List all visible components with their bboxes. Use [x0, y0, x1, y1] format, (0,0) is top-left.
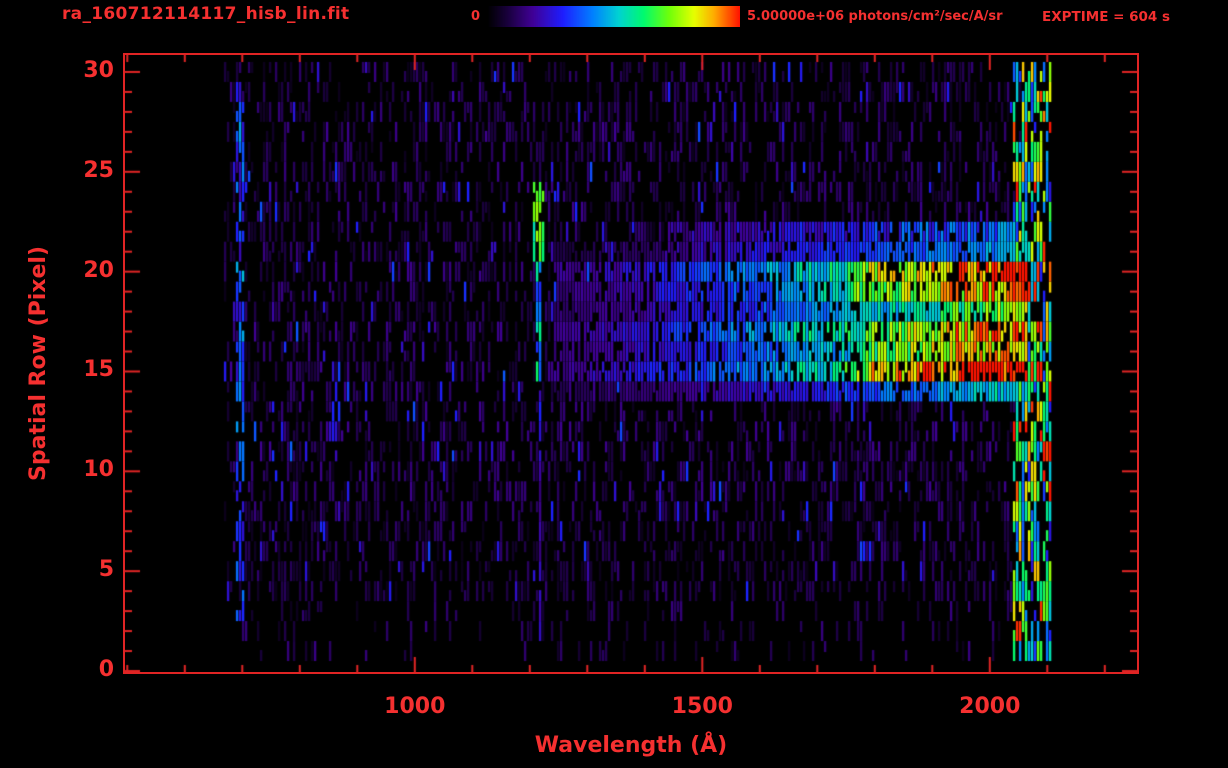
colorbar-max-label: 5.00000e+06 photons/cm²/sec/A/sr	[747, 9, 1003, 24]
y-tick-label: 20	[83, 257, 114, 283]
plot-frame	[123, 53, 1139, 674]
y-tick-label: 5	[98, 557, 114, 583]
y-tick-label: 25	[83, 157, 114, 183]
y-tick-label: 0	[98, 657, 114, 682]
spectral-heatmap-canvas	[125, 55, 1137, 672]
colorbar-gradient	[487, 6, 740, 27]
x-tick-label: 2000	[959, 694, 1021, 719]
y-tick-label: 30	[83, 57, 114, 83]
y-tick-label: 15	[83, 357, 114, 383]
filename-title: ra_160712114117_hisb_lin.fit	[62, 4, 350, 24]
x-tick-label: 1000	[384, 694, 446, 719]
x-axis-label: Wavelength (Å)	[534, 733, 728, 758]
exptime-label: EXPTIME = 604 s	[1042, 9, 1171, 25]
y-tick-label: 10	[83, 457, 114, 483]
colorbar-min-label: 0	[470, 9, 480, 24]
x-tick-label: 1500	[671, 694, 733, 719]
